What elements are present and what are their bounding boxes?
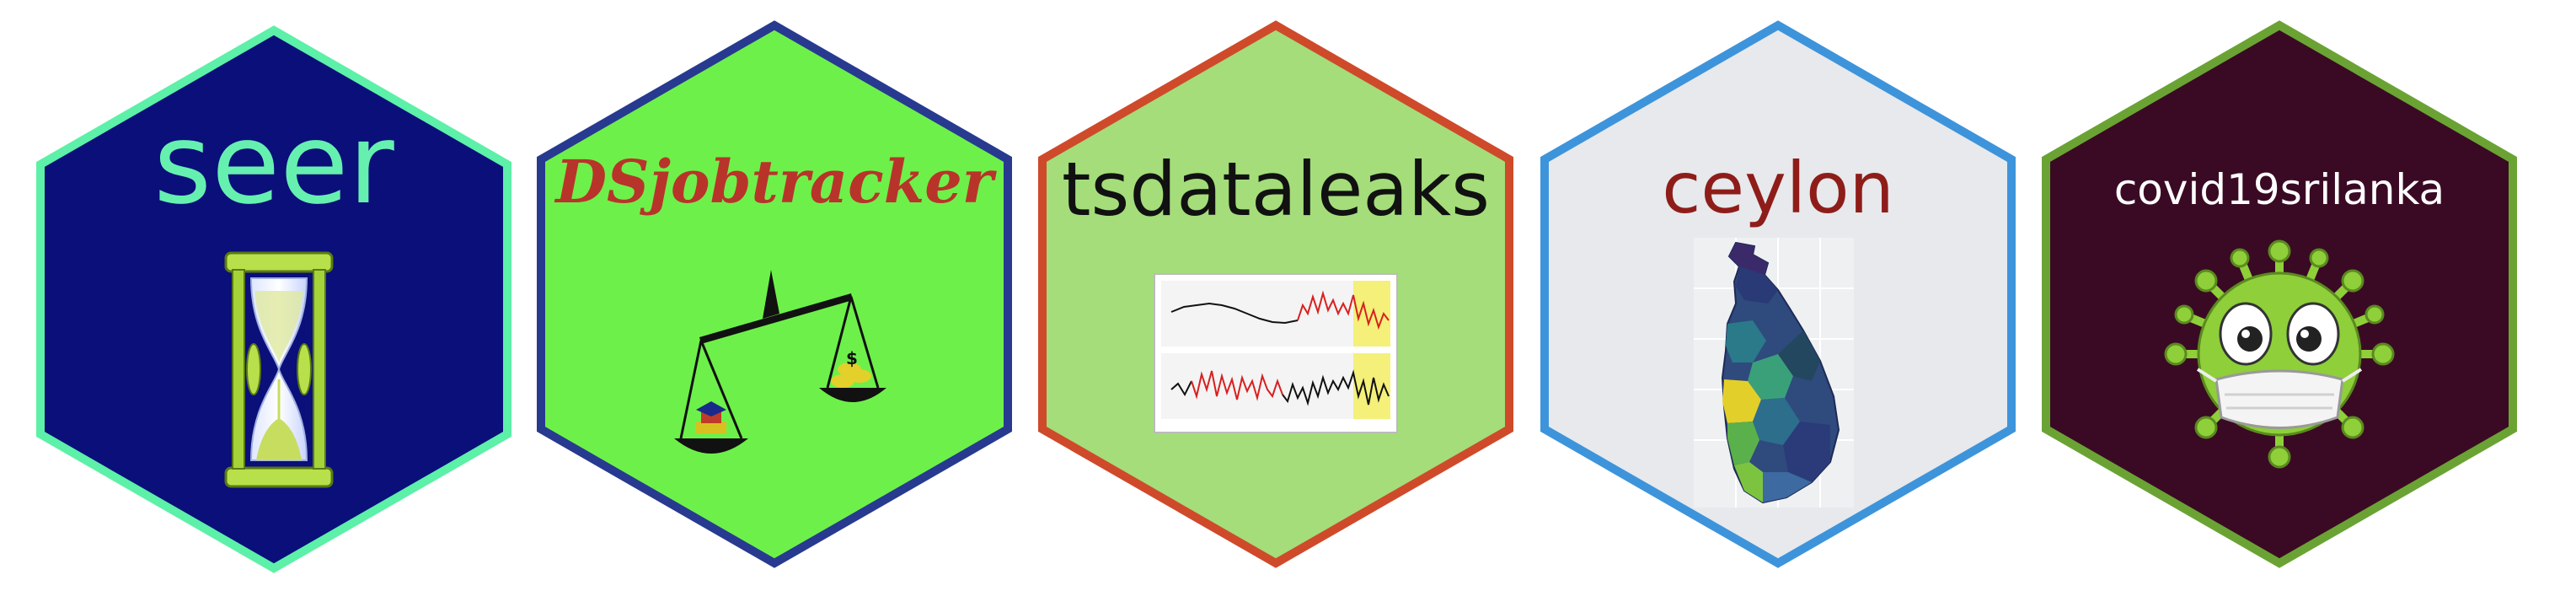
- seer-title: seer: [153, 99, 394, 229]
- sticker-tsdataleaks: tsdataleaks: [1038, 20, 1513, 568]
- sri-lanka-map-icon: [1694, 238, 1854, 508]
- svg-text:$: $: [846, 348, 858, 368]
- ceylon-title: ceylon: [1662, 147, 1894, 229]
- sticker-covid19srilanka: covid19srilanka: [2042, 20, 2517, 568]
- dsjobtracker-title: DSjobtracker: [554, 147, 997, 217]
- covid19srilanka-title: covid19srilanka: [2114, 165, 2445, 214]
- sticker-ceylon: ceylon: [1540, 20, 2016, 568]
- sticker-seer: seer: [36, 25, 511, 573]
- sticker-dsjobtracker: DSjobtracker $: [537, 20, 1012, 568]
- virus-mascot-icon: [2164, 239, 2395, 469]
- hourglass-icon: [224, 251, 334, 488]
- balance-scale-icon: $: [674, 270, 886, 454]
- tsdataleaks-title: tsdataleaks: [1062, 146, 1490, 233]
- time-series-plot-icon: [1154, 273, 1398, 433]
